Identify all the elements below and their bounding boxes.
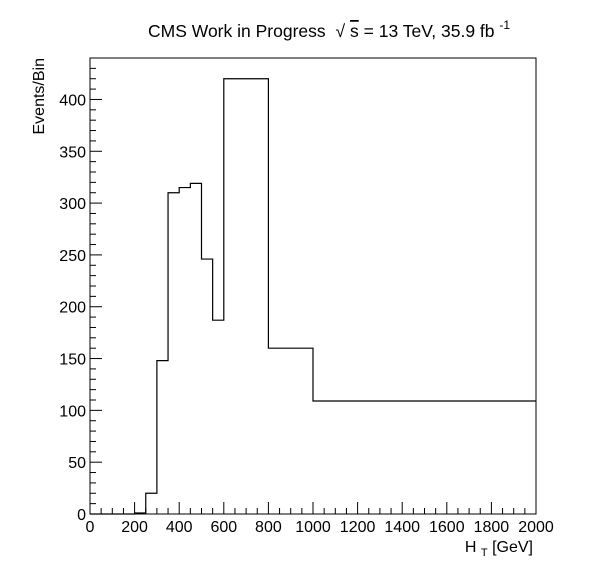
histogram-outline bbox=[90, 78, 536, 515]
histogram-bin bbox=[179, 188, 190, 514]
histogram-bin bbox=[313, 401, 536, 514]
x-tick-label: 1200 bbox=[340, 519, 376, 536]
x-axis-tick-labels: 0 200 400 600 800 1000 1200 1400 1600 1800 2000 bbox=[86, 519, 554, 536]
histogram-bins bbox=[135, 79, 536, 514]
y-tick-label: 300 bbox=[59, 196, 86, 213]
x-tick-label: 1800 bbox=[474, 519, 510, 536]
x-axis-label-subscript: T bbox=[481, 547, 488, 559]
title-sqrt-symbol: √ bbox=[336, 21, 346, 41]
y-tick-label: 250 bbox=[59, 248, 86, 265]
title-rest: = 13 TeV, 35.9 fb bbox=[364, 21, 495, 41]
y-tick-label: 200 bbox=[59, 300, 86, 317]
x-tick-label: 800 bbox=[255, 519, 282, 536]
x-tick-label: 1400 bbox=[384, 519, 420, 536]
title-sqrt-arg: s bbox=[350, 21, 359, 41]
x-tick-label: 1000 bbox=[295, 519, 331, 536]
histogram-bin bbox=[213, 320, 224, 514]
x-axis-ticks bbox=[89, 502, 537, 514]
histogram-bin bbox=[157, 361, 168, 514]
y-tick-label: 150 bbox=[59, 352, 86, 369]
y-tick-label: 400 bbox=[59, 92, 86, 109]
y-tick-label: 100 bbox=[59, 403, 86, 420]
y-tick-label: 350 bbox=[59, 144, 86, 161]
histogram-bin bbox=[190, 183, 201, 514]
y-axis-ticks bbox=[90, 57, 102, 515]
x-tick-label: 0 bbox=[86, 519, 95, 536]
x-tick-label: 200 bbox=[121, 519, 148, 536]
histogram-bin bbox=[168, 193, 179, 514]
title-prefix: CMS Work in Progress bbox=[148, 21, 326, 41]
histogram-bin bbox=[146, 493, 157, 514]
title-superscript: -1 bbox=[499, 18, 510, 32]
histogram-bin bbox=[268, 348, 313, 514]
x-tick-label: 400 bbox=[166, 519, 193, 536]
x-axis-label-base: H bbox=[465, 539, 477, 556]
histogram-bin bbox=[202, 259, 213, 514]
x-tick-label: 600 bbox=[210, 519, 237, 536]
y-axis-label: Events/Bin bbox=[31, 58, 48, 134]
y-tick-label: 0 bbox=[77, 507, 86, 524]
x-axis-label: H T [GeV] bbox=[465, 539, 533, 560]
y-tick-label: 50 bbox=[68, 455, 86, 472]
x-tick-label: 1600 bbox=[429, 519, 465, 536]
chart-title: CMS Work in Progress √ s = 13 TeV, 35.9 … bbox=[148, 18, 510, 41]
y-axis-tick-labels: 0 50 100 150 200 250 300 350 400 bbox=[59, 92, 86, 524]
x-tick-label: 2000 bbox=[518, 519, 554, 536]
histogram-bin bbox=[224, 79, 269, 514]
x-axis-label-rest: [GeV] bbox=[492, 539, 533, 556]
